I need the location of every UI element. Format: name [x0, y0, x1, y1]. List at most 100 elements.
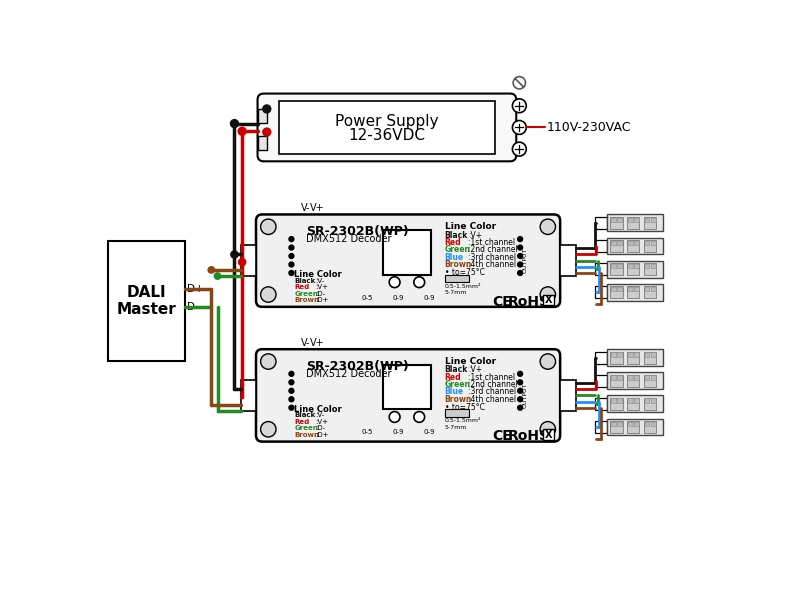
Circle shape: [540, 219, 555, 235]
Text: 12-36VDC: 12-36VDC: [349, 128, 426, 143]
Text: Black: Black: [445, 230, 468, 239]
Bar: [645, 241, 650, 245]
Bar: [634, 422, 638, 426]
Circle shape: [289, 262, 294, 267]
Bar: [445, 275, 470, 282]
Bar: [651, 241, 656, 245]
Text: X: X: [545, 430, 552, 440]
Text: Red: Red: [294, 284, 310, 290]
Text: :V+: :V+: [315, 284, 328, 290]
Circle shape: [289, 237, 294, 241]
Circle shape: [289, 406, 294, 410]
Text: CE: CE: [492, 295, 512, 308]
Text: Line Color: Line Color: [294, 404, 342, 413]
Bar: [651, 398, 656, 403]
Bar: [634, 398, 638, 403]
Bar: [628, 398, 633, 403]
Text: Line Color: Line Color: [294, 270, 342, 279]
Text: :2nd channel: :2nd channel: [468, 380, 518, 389]
Bar: [644, 398, 657, 410]
Bar: [594, 398, 607, 410]
Text: :4th channel: :4th channel: [468, 395, 516, 404]
Bar: [607, 214, 662, 232]
Text: Brown: Brown: [294, 297, 319, 303]
Bar: [279, 101, 494, 154]
Text: V-: V-: [302, 338, 310, 347]
Circle shape: [513, 77, 526, 89]
Text: DALI
Master: DALI Master: [117, 285, 177, 317]
Bar: [445, 409, 470, 417]
Bar: [617, 287, 622, 292]
Text: 0-9: 0-9: [423, 295, 435, 301]
Text: :V+: :V+: [468, 365, 482, 374]
Bar: [594, 263, 607, 275]
Bar: [610, 286, 622, 298]
Circle shape: [289, 254, 294, 259]
Bar: [644, 217, 657, 229]
Bar: [627, 217, 639, 229]
Text: Brown: Brown: [445, 260, 472, 269]
Text: 5-7mm: 5-7mm: [445, 290, 467, 295]
Bar: [627, 398, 639, 410]
Bar: [607, 349, 662, 366]
Text: Line Color: Line Color: [445, 357, 496, 366]
Bar: [644, 421, 657, 433]
Text: V+: V+: [310, 338, 325, 347]
Bar: [610, 398, 622, 410]
Bar: [560, 245, 575, 276]
Bar: [627, 421, 639, 433]
Text: :V+: :V+: [315, 419, 328, 425]
Bar: [610, 240, 622, 252]
Bar: [610, 352, 622, 364]
Bar: [617, 241, 622, 245]
Circle shape: [263, 105, 270, 113]
Circle shape: [513, 99, 526, 113]
Bar: [651, 287, 656, 292]
Bar: [241, 380, 256, 411]
Circle shape: [390, 412, 400, 422]
Bar: [627, 286, 639, 298]
Bar: [628, 352, 633, 357]
Text: Green: Green: [445, 245, 470, 254]
Bar: [628, 376, 633, 380]
Text: CE: CE: [492, 429, 512, 443]
Text: • to=75°C: • to=75°C: [445, 268, 485, 277]
Bar: [607, 260, 662, 278]
Text: :V-: :V-: [315, 412, 325, 418]
Circle shape: [289, 380, 294, 385]
Text: OUTPUT: OUTPUT: [522, 383, 527, 408]
Text: RoHS: RoHS: [508, 429, 550, 443]
Bar: [645, 264, 650, 268]
Text: X: X: [545, 295, 552, 305]
Circle shape: [518, 380, 522, 385]
Bar: [611, 287, 615, 292]
Bar: [644, 374, 657, 387]
Bar: [594, 286, 607, 298]
Text: :2nd channel: :2nd channel: [468, 245, 518, 254]
Bar: [611, 422, 615, 426]
Bar: [610, 263, 622, 275]
Text: :V+: :V+: [468, 230, 482, 239]
Bar: [634, 218, 638, 222]
Text: Black: Black: [294, 412, 316, 418]
Circle shape: [238, 127, 246, 135]
Circle shape: [238, 259, 246, 266]
Circle shape: [518, 371, 522, 376]
Bar: [611, 376, 615, 380]
Text: :3rd channel: :3rd channel: [468, 388, 516, 397]
Bar: [560, 380, 575, 411]
Bar: [594, 352, 607, 364]
Text: Red: Red: [294, 419, 310, 425]
Text: 5-7mm: 5-7mm: [445, 425, 467, 430]
Text: 0.5-1.5mm²: 0.5-1.5mm²: [445, 284, 481, 289]
Circle shape: [414, 412, 425, 422]
Text: :V-: :V-: [315, 278, 325, 284]
Circle shape: [540, 422, 555, 437]
Text: DMX512 Decoder: DMX512 Decoder: [306, 369, 391, 379]
Text: D+: D+: [186, 284, 203, 294]
Bar: [258, 136, 266, 150]
Circle shape: [518, 406, 522, 410]
Bar: [634, 264, 638, 268]
Text: Power Supply: Power Supply: [335, 114, 438, 129]
Circle shape: [261, 287, 276, 302]
